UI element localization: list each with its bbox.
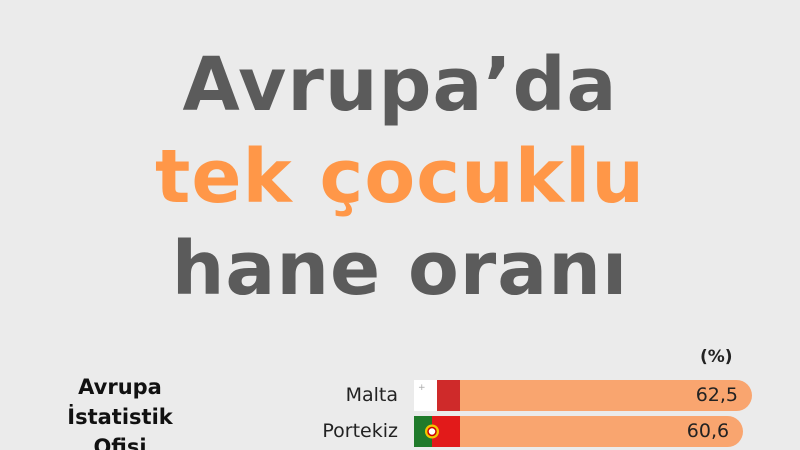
title-line-2: tek çocuklu — [154, 134, 646, 220]
portugal-flag-icon — [414, 416, 460, 447]
value-label: 62,5 — [695, 384, 738, 406]
category-label: Malta — [345, 384, 398, 406]
unit-label: (%) — [700, 347, 733, 367]
svg-text:+: + — [418, 383, 426, 393]
source-line-2: İstatistik — [67, 405, 173, 429]
title-line-3: hane oranı — [171, 226, 629, 312]
source-text: Avrupa İstatistik Ofisi — [40, 372, 200, 450]
title-line-1: Avrupa’da — [182, 42, 618, 128]
bar-row: Malta +62,5 — [0, 380, 800, 411]
bar — [460, 416, 744, 447]
source-line-1: Avrupa — [78, 375, 162, 399]
category-label: Portekiz — [322, 420, 398, 442]
malta-flag-icon: + — [414, 380, 460, 411]
bar — [460, 380, 752, 411]
bar-row: Portekiz 60,6 — [0, 416, 800, 447]
source-line-3: Ofisi — [93, 435, 147, 450]
value-label: 60,6 — [686, 420, 730, 442]
